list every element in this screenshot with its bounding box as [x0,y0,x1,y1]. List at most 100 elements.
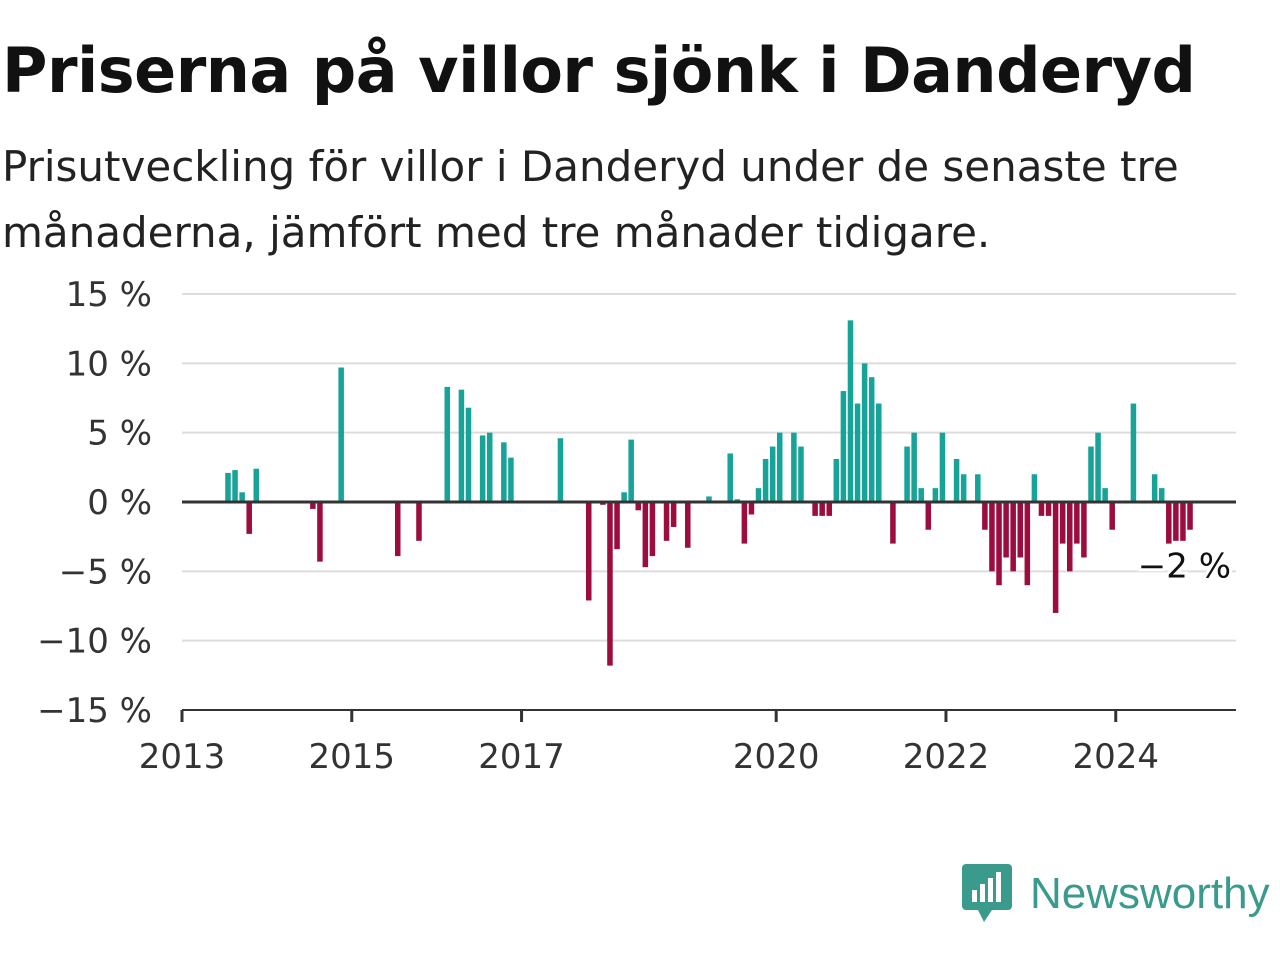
tick-labels: 15 % 10 % 5 % 0 % −5 % −10 % −15 % 2013 2015 2017… [37,275,1234,777]
y-tick-label: 0 % [87,483,152,523]
x-tick-label: 2015 [309,737,396,777]
bar [585,502,592,601]
x-tick-label: 2022 [903,737,990,777]
bar [989,502,995,572]
bar [762,459,769,502]
bar [394,502,401,557]
bar [1059,502,1066,544]
bar [861,363,868,502]
bar [1166,502,1172,544]
bar [557,438,564,502]
bar [1038,502,1045,516]
bar [465,407,472,502]
bar [225,472,231,502]
bar [310,502,316,509]
bar [670,502,677,527]
bar [932,488,939,502]
bar [486,432,493,502]
bar [338,367,344,502]
bar [649,502,656,557]
bar [925,502,932,530]
bar [876,403,882,502]
bar [854,403,861,502]
last-value-label: −2 % [1138,547,1231,587]
bar [996,502,1002,586]
x-tick-label: 2020 [733,737,820,777]
chart-subtitle: Prisutveckling för villor i Danderyd und… [2,142,1179,257]
bar [1095,432,1101,502]
bar [663,502,670,541]
bar [960,474,967,502]
bar [1187,502,1193,530]
newsworthy-logo-icon [962,864,1012,922]
y-tick-label: 10 % [66,344,152,384]
bar [642,502,649,568]
bars [225,320,1193,666]
bar [1088,446,1094,502]
y-tick-label: −5 % [59,552,152,592]
bar [508,457,514,502]
bar [755,488,762,502]
bar [1173,502,1179,541]
bar [1102,488,1108,502]
bar [416,502,422,541]
bar [635,502,642,511]
bar [1074,502,1080,544]
bar [1081,502,1087,558]
x-tick-label: 2013 [139,737,226,777]
bar [812,502,818,516]
bar [1130,403,1137,502]
bar [847,320,854,502]
bar [607,502,613,666]
chart-title: Priserna på villor sjönk i Danderyd [2,34,1196,107]
bar [1052,502,1059,613]
bar [1010,502,1016,572]
bar [706,496,712,502]
bar [939,432,946,502]
bar [819,502,825,516]
bar [769,446,776,502]
bar [727,453,733,502]
bar [479,435,486,502]
bar [1158,488,1165,502]
x-tick-label: 2024 [1072,737,1159,777]
bar [1067,502,1073,572]
bar [1024,502,1031,586]
x-tick-label: 2017 [478,737,565,777]
bar [868,377,875,502]
bar [748,502,755,515]
bar [791,432,797,502]
bar [911,432,917,502]
y-tick-label: −15 % [37,691,152,731]
bar [239,492,245,502]
bar [685,502,691,548]
brand-name: Newsworthy [1030,869,1270,918]
bar [458,389,465,502]
bar [444,386,451,502]
bar [953,459,960,502]
bar [1031,474,1038,502]
axes [180,500,1236,722]
bar [833,459,840,502]
bar [776,432,783,502]
bar [798,446,804,502]
bar [1109,502,1115,530]
bar [975,474,981,502]
bar [501,442,507,502]
bar [840,391,847,502]
y-tick-label: 15 % [66,275,152,315]
bar [741,502,748,544]
bar [918,488,924,502]
bar [232,470,238,502]
bar [317,502,323,562]
bar [1003,502,1009,558]
y-tick-label: −10 % [37,622,152,662]
bar [628,439,634,502]
bar [246,502,252,534]
brand[interactable]: Newsworthy [962,862,1270,926]
bar [826,502,833,516]
bar [1045,502,1052,516]
bar [1151,474,1158,502]
bar [1180,502,1186,541]
